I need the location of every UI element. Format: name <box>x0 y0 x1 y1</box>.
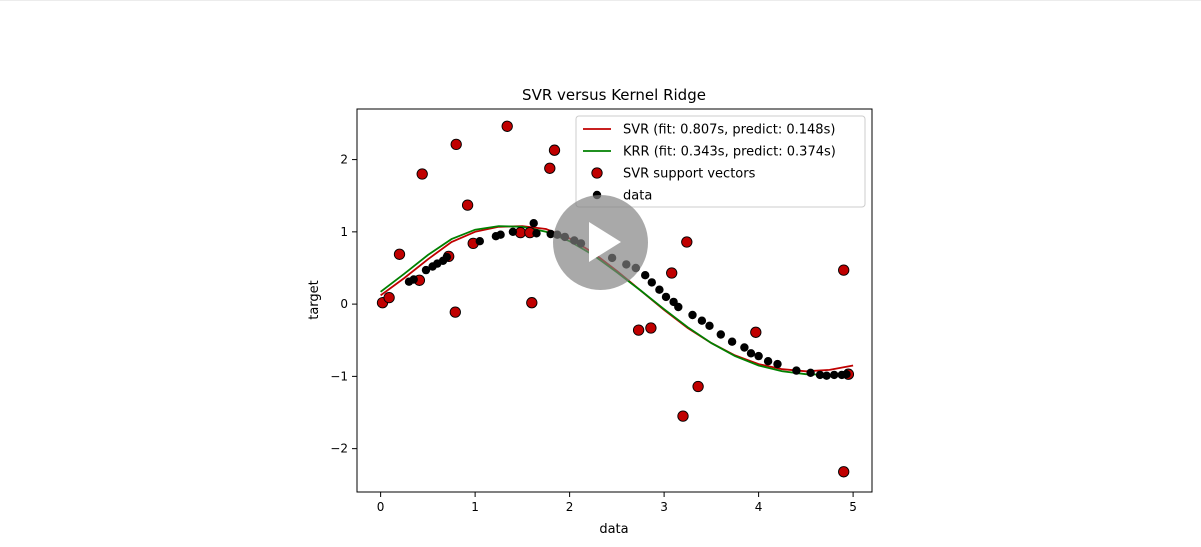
data-point-6 <box>442 252 451 262</box>
support-vector-point-8 <box>501 120 513 132</box>
data-point-37 <box>773 359 782 369</box>
top-divider <box>0 0 1201 1</box>
data-point-1 <box>409 275 418 284</box>
data-point-42 <box>830 370 839 380</box>
data-point-40 <box>815 370 825 380</box>
support-vector-point-20 <box>750 326 762 338</box>
support-vector-point-13 <box>548 144 561 156</box>
support-vector-point-1 <box>383 291 395 304</box>
play-icon <box>589 222 621 262</box>
support-vector-point-16 <box>666 267 678 279</box>
support-vector-point-18 <box>681 236 693 248</box>
data-point-28 <box>688 310 697 320</box>
plot-frame <box>356 108 873 493</box>
y-tick-label-3: 1 <box>340 225 348 239</box>
x-tick-label-3: 3 <box>660 500 668 514</box>
legend-label-2: SVR support vectors <box>623 167 756 182</box>
play-button[interactable] <box>553 195 648 290</box>
y-axis-label: target <box>307 280 322 320</box>
data-point-32 <box>727 337 737 346</box>
chart-title: SVR versus Kernel Ridge <box>522 86 706 104</box>
data-point-12 <box>532 229 541 238</box>
data-point-7 <box>475 237 484 246</box>
data-point-30 <box>705 321 714 330</box>
data-point-44 <box>842 370 851 379</box>
legend-label-0: SVR (fit: 0.807s, predict: 0.148s) <box>623 123 835 138</box>
data-point-29 <box>697 316 707 325</box>
data-point-11 <box>529 219 538 228</box>
axis-ticks: 0 1 2 3 4 5 −2 −1 0 1 2 <box>330 153 857 514</box>
y-tick-label-0: −2 <box>330 442 348 456</box>
support-vector-point-21 <box>838 264 850 276</box>
data-point-38 <box>792 366 801 375</box>
support-vector-point-4 <box>450 138 462 151</box>
data-point-34 <box>746 349 756 358</box>
support-vector-point-17 <box>677 410 689 422</box>
y-tick-label-1: −1 <box>330 369 348 383</box>
x-tick-label-1: 1 <box>471 500 479 514</box>
data-point-33 <box>740 343 749 352</box>
data-point-10 <box>508 227 518 236</box>
data-point-23 <box>647 278 656 287</box>
data-point-36 <box>763 357 773 366</box>
support-vector-point-3 <box>416 168 428 180</box>
data-point-22 <box>641 271 650 280</box>
legend-box <box>575 115 866 208</box>
data-point-35 <box>754 351 763 361</box>
support-vector-point-15 <box>645 322 657 334</box>
support-vector-point-2 <box>393 248 406 260</box>
legend-label-3: data <box>623 189 652 204</box>
support-vector-point-19 <box>692 380 704 393</box>
legend-marker-2 <box>591 167 603 179</box>
data-point-24 <box>655 285 664 294</box>
data-point-27 <box>674 302 683 312</box>
support-vector-point-22 <box>838 466 850 478</box>
legend-label-1: KRR (fit: 0.343s, predict: 0.374s) <box>623 145 836 160</box>
legend: SVR (fit: 0.807s, predict: 0.148s) KRR (f… <box>575 115 866 208</box>
x-tick-label-0: 0 <box>377 500 385 514</box>
y-tick-label-4: 2 <box>340 153 348 167</box>
data-point-31 <box>716 330 725 339</box>
support-vector-point-12 <box>544 162 556 174</box>
support-vector-point-14 <box>632 324 645 336</box>
data-point-41 <box>822 371 831 380</box>
data-point-25 <box>661 292 671 302</box>
data-point-9 <box>496 230 505 239</box>
x-tick-label-4: 4 <box>755 500 763 514</box>
data-point-39 <box>806 368 815 377</box>
data-point-13 <box>546 229 555 239</box>
data-point-2 <box>421 265 431 275</box>
x-tick-label-2: 2 <box>566 500 574 514</box>
support-vector-point-6 <box>461 199 474 211</box>
x-tick-label-5: 5 <box>849 500 857 514</box>
support-vector-point-5 <box>449 306 461 318</box>
support-vector-point-11 <box>526 297 538 309</box>
y-tick-label-2: 0 <box>340 297 348 311</box>
x-axis-label: data <box>599 522 628 537</box>
